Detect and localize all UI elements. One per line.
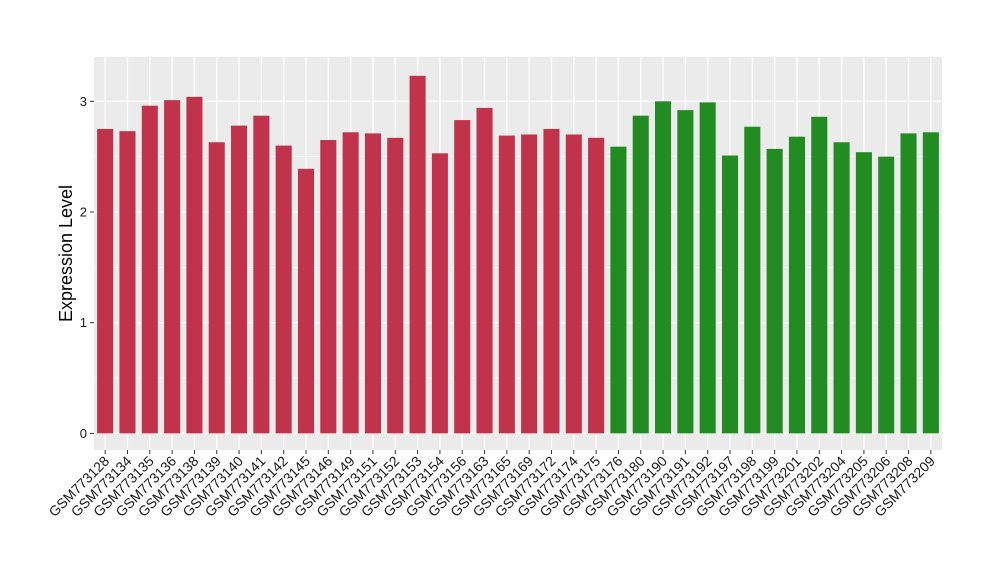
bar-GSM773149 — [342, 132, 359, 434]
bar-GSM773208 — [900, 133, 917, 434]
bar-GSM773174 — [565, 134, 582, 434]
bar-GSM773163 — [476, 107, 493, 434]
bar-GSM773165 — [498, 135, 515, 434]
bar-GSM773205 — [855, 152, 872, 434]
bar-GSM773151 — [364, 133, 381, 434]
bar-GSM773141 — [253, 115, 270, 434]
bar-GSM773138 — [186, 96, 203, 434]
bar-GSM773191 — [677, 110, 694, 434]
bar-GSM773128 — [97, 128, 114, 434]
bar-GSM773198 — [744, 126, 761, 434]
bar-GSM773154 — [431, 153, 448, 434]
y-tick-label: 0 — [80, 426, 87, 441]
bar-GSM773172 — [543, 128, 560, 434]
bar-GSM773206 — [878, 156, 895, 434]
y-tick-label: 1 — [80, 315, 87, 330]
bar-GSM773175 — [588, 137, 605, 434]
bar-GSM773202 — [811, 116, 828, 434]
bar-GSM773140 — [231, 125, 248, 434]
bar-GSM773176 — [610, 146, 627, 434]
bars — [97, 75, 939, 434]
bar-GSM773139 — [208, 142, 225, 434]
bar-GSM773146 — [320, 140, 337, 434]
bar-GSM773152 — [387, 137, 404, 434]
bar-GSM773145 — [297, 168, 315, 434]
bar-GSM773180 — [632, 115, 649, 434]
bar-GSM773190 — [655, 101, 672, 434]
y-axis: 0 1 2 3 — [80, 94, 94, 441]
bar-GSM773201 — [788, 136, 805, 434]
bar-GSM773192 — [699, 102, 716, 434]
bar-GSM773209 — [922, 132, 939, 434]
y-axis-title: Expression Level — [56, 185, 76, 322]
bar-GSM773153 — [409, 75, 426, 434]
y-tick-label: 3 — [80, 94, 87, 109]
x-axis: GSM773128GSM773134GSM773135GSM773136GSM7… — [45, 450, 938, 520]
bar-GSM773197 — [721, 155, 739, 434]
bar-GSM773142 — [275, 145, 292, 434]
bar-GSM773169 — [521, 134, 538, 434]
bar-GSM773134 — [119, 131, 136, 434]
y-tick-label: 2 — [80, 204, 87, 219]
bar-GSM773136 — [164, 100, 181, 434]
bar-GSM773204 — [833, 142, 850, 434]
bar-GSM773135 — [141, 105, 158, 434]
bar-GSM773199 — [766, 148, 783, 434]
bar-GSM773156 — [454, 120, 471, 434]
